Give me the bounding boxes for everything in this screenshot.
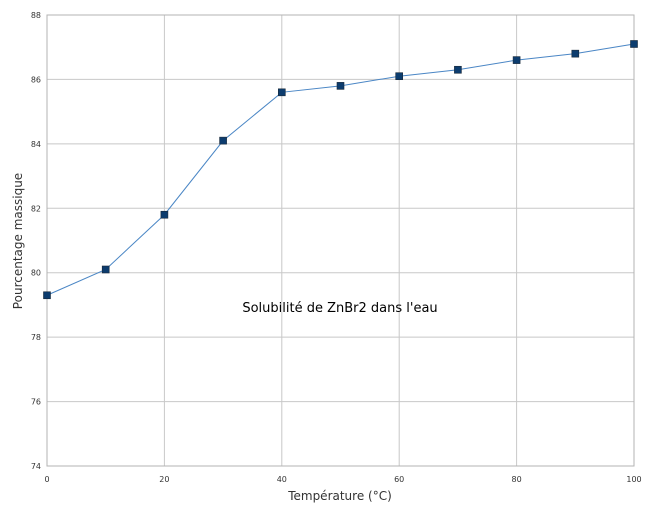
y-tick-label: 84 [31, 140, 41, 149]
data-point [219, 136, 227, 145]
y-axis-title: Pourcentage massique [11, 173, 25, 309]
data-point [395, 72, 404, 81]
x-tick-label: 60 [394, 475, 404, 484]
x-tick-label: 0 [44, 475, 49, 484]
tick-labels: 74 76 78 80 82 84 86 88 0 20 40 60 80 100 [31, 11, 642, 484]
data-point [336, 82, 345, 90]
x-tick-label: 40 [277, 475, 287, 484]
data-point [277, 88, 286, 97]
data-point [43, 291, 51, 300]
y-tick-label: 86 [31, 75, 41, 84]
y-tick-label: 78 [31, 333, 41, 342]
data-point [160, 210, 169, 219]
x-tick-label: 20 [159, 475, 169, 484]
y-tick-label: 76 [31, 398, 41, 407]
y-tick-label: 74 [31, 462, 41, 471]
data-point [454, 65, 462, 74]
x-tick-label: 100 [626, 475, 641, 484]
x-tick-label: 80 [512, 475, 522, 484]
x-axis-title: Température (°C) [287, 489, 392, 503]
plot-area-border [46, 14, 635, 467]
y-tick-label: 88 [31, 11, 41, 20]
axes [46, 14, 635, 467]
data-point [630, 40, 638, 48]
y-tick-label: 80 [31, 269, 41, 278]
data-point [571, 49, 580, 58]
series [43, 40, 638, 300]
y-tick-label: 82 [31, 204, 41, 213]
data-point [512, 56, 521, 64]
data-point [101, 265, 110, 274]
chart-title: Solubilité de ZnBr2 dans l'eau [242, 301, 437, 316]
